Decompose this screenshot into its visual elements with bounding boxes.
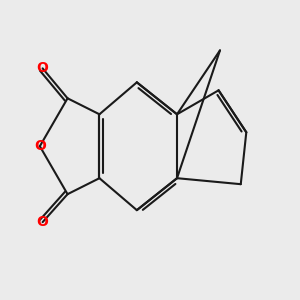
Text: O: O xyxy=(37,61,49,75)
Text: O: O xyxy=(34,139,46,153)
Text: O: O xyxy=(37,215,49,229)
